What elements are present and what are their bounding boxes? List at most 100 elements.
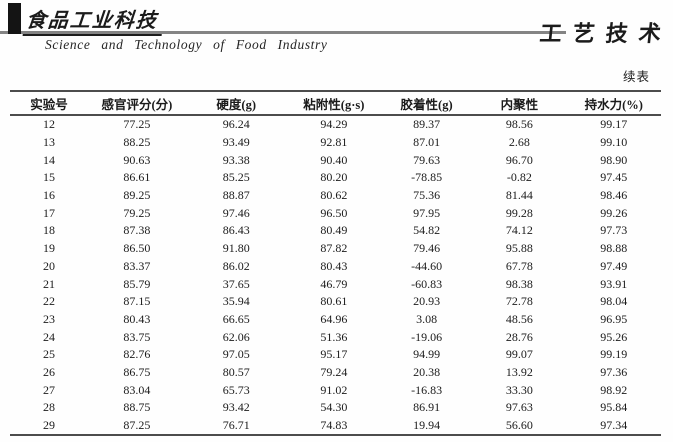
value-cell: 74.12: [505, 223, 533, 238]
value-cell: 19.94: [381, 416, 473, 437]
value-cell: 80.43: [123, 311, 151, 326]
value-cell: 87.15: [123, 294, 151, 309]
experiment-number-cell: 27: [43, 382, 56, 397]
value-cell: 13.92: [505, 364, 533, 379]
value-cell: 99.19: [600, 347, 628, 362]
value-cell: 99.26: [600, 205, 628, 220]
table-row: 12 77.25 96.24 94.29 89.37 98.56 99.17: [10, 115, 661, 134]
table-row: 28 88.75 93.42 54.30 86.91 97.63 95.84: [10, 399, 661, 417]
value-cell: 96.95: [600, 311, 628, 326]
value-cell: 51.36: [320, 329, 348, 344]
value-cell: 66.65: [222, 311, 250, 326]
value-cell: 20.93: [413, 294, 441, 309]
value-cell: 94.29: [320, 117, 348, 132]
value-cell: 88.25: [123, 135, 151, 150]
value-cell: 95.26: [600, 329, 628, 344]
value-cell: 72.78: [505, 294, 533, 309]
value-cell: 97.73: [600, 223, 628, 238]
value-cell: 75.36: [413, 188, 441, 203]
column-header: 胶着性(g): [381, 90, 473, 116]
value-cell: 98.56: [505, 117, 533, 132]
experiment-number-cell: 29: [10, 416, 89, 437]
value-cell: 62.06: [222, 329, 250, 344]
value-cell: 96.50: [320, 205, 348, 220]
experiment-number-cell: 14: [43, 152, 56, 167]
value-cell: 98.90: [600, 152, 628, 167]
value-cell: 86.43: [222, 223, 250, 238]
journal-logo-bar: [8, 3, 21, 34]
value-cell: 97.05: [222, 347, 250, 362]
table-row: 25 82.76 97.05 95.17 94.99 99.07 99.19: [10, 346, 661, 364]
value-cell: -60.83: [411, 276, 443, 291]
table-row: 29 87.25 76.71 74.83 19.94 56.60 97.34: [10, 416, 661, 437]
value-cell: 87.01: [413, 135, 441, 150]
value-cell: 20.38: [413, 364, 441, 379]
value-cell: -78.85: [411, 170, 443, 185]
value-cell: 99.07: [505, 347, 533, 362]
value-cell: 46.79: [320, 276, 348, 291]
value-cell: 95.84: [600, 400, 628, 415]
value-cell: 48.56: [505, 311, 533, 326]
value-cell: 87.25: [88, 416, 186, 437]
value-cell: 83.75: [123, 329, 151, 344]
table-row: 22 87.15 35.94 80.61 20.93 72.78 98.04: [10, 293, 661, 311]
value-cell: -0.82: [506, 170, 532, 185]
table-row: 20 83.37 86.02 80.43 -44.60 67.78 97.49: [10, 258, 661, 276]
value-cell: 79.25: [123, 205, 151, 220]
value-cell: 88.75: [123, 400, 151, 415]
journal-logo-chinese: 食品工业科技: [22, 4, 165, 36]
value-cell: -44.60: [411, 258, 443, 273]
value-cell: 76.71: [185, 416, 287, 437]
column-header: 粘附性(g·s): [286, 90, 382, 116]
value-cell: 81.44: [505, 188, 533, 203]
value-cell: 79.63: [413, 152, 441, 167]
table-row: 27 83.04 65.73 91.02 -16.83 33.30 98.92: [10, 381, 661, 399]
value-cell: 92.81: [320, 135, 348, 150]
value-cell: 93.49: [222, 135, 250, 150]
value-cell: 93.91: [600, 276, 628, 291]
table-row: 18 87.38 86.43 80.49 54.82 74.12 97.73: [10, 222, 661, 240]
experiment-number-cell: 16: [43, 188, 56, 203]
value-cell: 97.46: [222, 205, 250, 220]
masthead: 食品工业科技 Science and Technology of Food In…: [0, 0, 673, 60]
experiment-number-cell: 18: [43, 223, 56, 238]
value-cell: 95.17: [320, 347, 348, 362]
value-cell: 89.37: [413, 117, 441, 132]
masthead-rule: [0, 31, 566, 34]
value-cell: -19.06: [411, 329, 443, 344]
value-cell: 97.95: [413, 205, 441, 220]
value-cell: 98.88: [600, 241, 628, 256]
value-cell: 90.63: [123, 152, 151, 167]
value-cell: 3.08: [416, 311, 438, 326]
value-cell: 98.38: [505, 276, 533, 291]
column-header: 硬度(g): [185, 90, 287, 116]
results-table: 实验号 感官评分(分) 硬度(g) 粘附性(g·s) 胶着性(g) 内聚性 持水力(%) 1…: [10, 90, 661, 437]
value-cell: 96.24: [222, 117, 250, 132]
value-cell: 83.37: [123, 258, 151, 273]
experiment-number-cell: 19: [43, 241, 56, 256]
value-cell: 94.99: [413, 347, 441, 362]
section-title: 工艺技术: [538, 21, 673, 46]
table-row: 21 85.79 37.65 46.79 -60.83 98.38 93.91: [10, 275, 661, 293]
experiment-number-cell: 20: [43, 258, 56, 273]
table-row: 23 80.43 66.65 64.96 3.08 48.56 96.95: [10, 311, 661, 329]
value-cell: 2.68: [508, 135, 530, 150]
experiment-number-cell: 15: [43, 170, 56, 185]
value-cell: 88.87: [222, 188, 250, 203]
table-row: 16 89.25 88.87 80.62 75.36 81.44 98.46: [10, 187, 661, 205]
value-cell: 99.10: [600, 135, 628, 150]
value-cell: 97.49: [600, 258, 628, 273]
value-cell: 65.73: [222, 382, 250, 397]
value-cell: 54.82: [413, 223, 441, 238]
value-cell: 56.60: [472, 416, 567, 437]
value-cell: 91.02: [320, 382, 348, 397]
experiment-number-cell: 23: [43, 311, 56, 326]
table-row: 17 79.25 97.46 96.50 97.95 99.28 99.26: [10, 204, 661, 222]
value-cell: 33.30: [505, 382, 533, 397]
experiment-number-cell: 25: [43, 347, 56, 362]
value-cell: 79.24: [320, 364, 348, 379]
experiment-number-cell: 13: [43, 135, 56, 150]
value-cell: 80.61: [320, 294, 348, 309]
value-cell: 87.38: [123, 223, 151, 238]
value-cell: 86.75: [123, 364, 151, 379]
